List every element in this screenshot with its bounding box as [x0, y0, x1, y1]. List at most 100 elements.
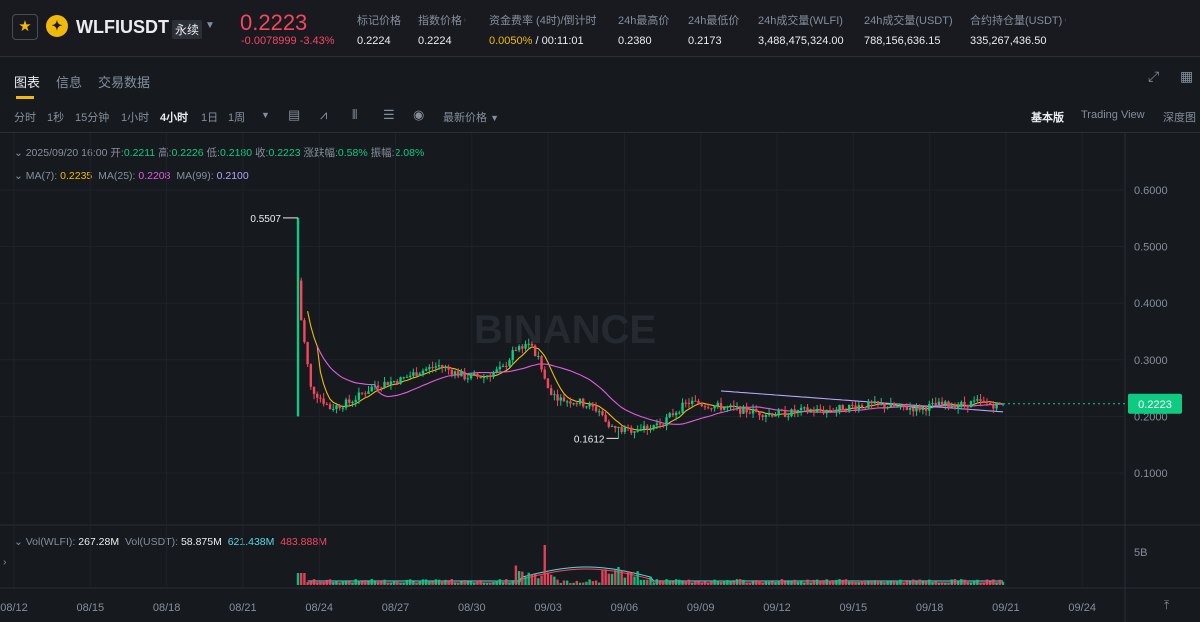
candle-body — [431, 367, 434, 369]
candle-style-icon[interactable]: ⫴ — [352, 107, 358, 122]
volume-bar — [844, 579, 848, 585]
candle-body — [947, 401, 950, 408]
timeframe-option[interactable]: 1秒 — [47, 112, 65, 124]
candle-body — [767, 413, 771, 416]
timeframe-option[interactable]: 分时 — [14, 112, 36, 124]
legend-low: 0.2180 — [219, 147, 253, 159]
view-basic[interactable]: 基本版 — [1031, 112, 1064, 124]
volume-bar — [969, 582, 973, 585]
timeframe-option[interactable]: 1日 — [201, 112, 219, 124]
chart-tabs: 图表 信息 交易数据 ⤢ ▦ — [0, 60, 1200, 99]
x-tick-label: 09/21 — [992, 602, 1020, 614]
stat-24h-high: 24h最高价 0.2380 — [618, 12, 669, 47]
candle-body — [437, 365, 441, 367]
candle-body — [700, 404, 703, 407]
settings-list-icon[interactable]: ☰ — [383, 107, 395, 122]
timeframe-option-active[interactable]: 4小时 — [160, 112, 189, 124]
volume-bar — [944, 582, 947, 585]
candle-body — [880, 403, 883, 405]
volume-bar — [803, 582, 806, 585]
volume-bar — [309, 581, 313, 585]
candle-body — [537, 356, 540, 358]
volume-bar — [716, 580, 719, 585]
ohlc-legend: ⌄ 2025/09/20 16:00 开:0.2211 高:0.2226 低:0… — [14, 145, 424, 160]
candle-body — [979, 399, 982, 401]
volume-bar — [851, 581, 854, 585]
volume-bar — [674, 579, 678, 585]
candle-body — [851, 404, 854, 406]
tab-trading-data[interactable]: 交易数据 — [98, 75, 151, 90]
volume-bar — [549, 574, 553, 585]
ma99-line — [720, 390, 1004, 413]
timeframe-option[interactable]: 1小时 — [121, 112, 150, 124]
tab-chart[interactable]: 图表 — [14, 72, 40, 99]
volume-bar — [405, 579, 409, 585]
volume-bar — [825, 579, 828, 585]
volume-bar — [806, 579, 809, 585]
volume-bar — [553, 576, 556, 585]
candle-body — [380, 387, 383, 389]
stat-24h-low: 24h最低价 0.2173 — [688, 12, 739, 47]
chevron-down-icon[interactable]: ▼ — [205, 20, 215, 31]
indicator-icon[interactable]: ⩘ — [320, 107, 328, 122]
calendar-icon[interactable]: ▤ — [288, 107, 301, 122]
volume-bar — [928, 579, 931, 585]
candle-body — [841, 404, 844, 411]
timeframe-option[interactable]: 15分钟 — [75, 112, 110, 124]
candle-body — [572, 403, 575, 405]
auto-scale-icon[interactable]: ⤒ — [1164, 598, 1170, 612]
candle-body — [620, 427, 623, 432]
candle-body — [713, 405, 716, 409]
volume-bar — [796, 581, 800, 585]
candle-body — [553, 394, 556, 396]
volume-bar — [764, 580, 768, 585]
stat-label: 合约持仓量(USDT) — [970, 15, 1063, 27]
x-tick-label: 09/06 — [611, 602, 639, 614]
view-tradingview[interactable]: Trading View — [1081, 109, 1145, 121]
volume-bar — [389, 582, 393, 585]
volume-bar — [956, 580, 960, 585]
price-chart[interactable]: BINANCE 0.60000.50000.40000.30000.20000.… — [0, 133, 1200, 622]
collapse-chevron-icon[interactable]: ⌄ — [14, 170, 26, 182]
candle-body — [562, 397, 566, 402]
timeframe-dropdown-icon[interactable]: ▼ — [261, 110, 270, 120]
candle-body — [396, 381, 399, 384]
candle-body — [665, 417, 668, 426]
candle-body — [992, 404, 995, 409]
last-price: 0.2223 — [240, 10, 308, 35]
candle-body — [886, 407, 889, 409]
side-expand-icon[interactable]: › — [3, 556, 7, 568]
volume-bar — [799, 580, 803, 585]
symbol-name[interactable]: WLFIUSDT — [76, 17, 169, 37]
info-icon[interactable]: ⁱ — [1062, 17, 1066, 26]
tab-info[interactable]: 信息 — [56, 75, 83, 90]
volume-bar — [947, 582, 950, 585]
timeframe-option[interactable]: 1周 — [228, 112, 246, 124]
candle-body — [694, 400, 697, 402]
candle-body — [790, 409, 793, 417]
volume-bar — [678, 579, 681, 585]
volume-bar — [665, 579, 668, 585]
candle-body — [803, 407, 806, 409]
volume-bar — [344, 581, 348, 585]
candle-body — [873, 401, 877, 404]
info-icon[interactable]: ⁱ — [462, 17, 466, 26]
price-type-select[interactable]: 最新价格 ▼ — [443, 109, 499, 125]
expand-icon[interactable]: ⤢ — [1148, 68, 1160, 84]
candle-body — [819, 408, 822, 411]
candle-body — [444, 367, 447, 369]
volume-bar — [450, 579, 454, 585]
collapse-chevron-icon[interactable]: ⌄ — [14, 147, 26, 159]
view-depth[interactable]: 深度图 — [1163, 112, 1196, 124]
volume-bar — [508, 582, 511, 585]
candle-body — [415, 372, 418, 376]
candle-body — [473, 373, 476, 375]
volume-bar — [476, 580, 479, 585]
candle-body — [953, 406, 957, 409]
volume-bar — [392, 581, 396, 585]
collapse-chevron-icon[interactable]: ⌄ — [14, 536, 26, 548]
candle-body — [944, 401, 947, 405]
display-settings-icon[interactable]: ◉ — [413, 107, 425, 122]
grid-layout-icon[interactable]: ▦ — [1180, 68, 1194, 84]
favorite-star-icon[interactable]: ★ — [12, 14, 38, 40]
